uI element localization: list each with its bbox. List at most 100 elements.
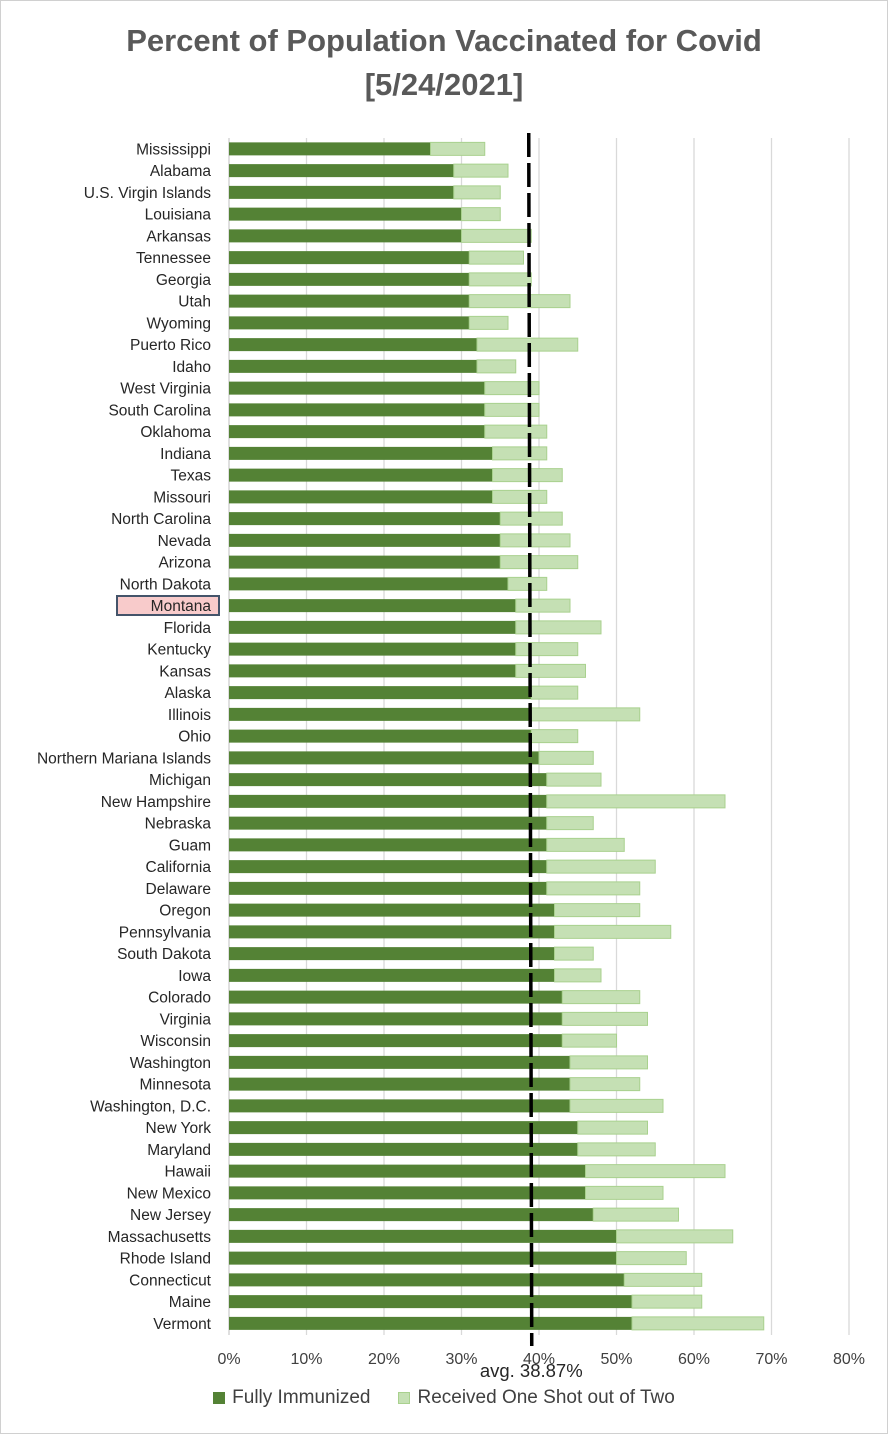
bar-fully-immunized <box>229 686 532 700</box>
bar-fully-immunized <box>229 642 516 656</box>
bar-one-shot <box>430 141 486 156</box>
category-label: Virginia <box>160 1011 212 1028</box>
category-label: North Carolina <box>111 511 211 528</box>
bar-one-shot <box>453 163 509 178</box>
bar-one-shot <box>461 207 501 222</box>
bar-fully-immunized <box>229 1077 570 1091</box>
category-label: Hawaii <box>164 1164 211 1181</box>
bar-one-shot <box>585 1164 726 1179</box>
category-label: Mississippi <box>136 141 211 158</box>
legend-swatch-one-shot <box>398 1392 411 1404</box>
category-label: Minnesota <box>139 1077 211 1094</box>
bar-one-shot <box>530 707 641 722</box>
bar-one-shot <box>623 1272 703 1287</box>
category-label: Pennsylvania <box>119 924 212 941</box>
bar-fully-immunized <box>229 925 555 939</box>
bar-fully-immunized <box>229 990 563 1004</box>
bar-fully-immunized <box>229 1121 578 1135</box>
category-label: South Carolina <box>108 402 211 419</box>
category-label: Alaska <box>164 685 211 702</box>
bar-fully-immunized <box>229 794 547 808</box>
legend-label-one-shot: Received One Shot out of Two <box>417 1387 675 1408</box>
bar-fully-immunized <box>229 773 547 787</box>
category-label: New York <box>146 1120 212 1137</box>
category-label: Alabama <box>150 163 212 180</box>
bar-fully-immunized <box>229 903 555 917</box>
bar-fully-immunized <box>229 881 547 895</box>
category-label: Texas <box>171 468 212 485</box>
bar-fully-immunized <box>229 403 485 417</box>
category-label: Washington, D.C. <box>90 1098 211 1115</box>
bar-fully-immunized <box>229 1229 617 1243</box>
bar-one-shot <box>492 468 563 483</box>
bar-fully-immunized <box>229 968 555 982</box>
category-label: Connecticut <box>129 1272 212 1289</box>
category-label: Idaho <box>172 359 211 376</box>
bar-fully-immunized <box>229 490 493 504</box>
bar-one-shot <box>515 642 579 657</box>
bar-fully-immunized <box>229 1273 625 1287</box>
bar-one-shot <box>530 685 579 700</box>
category-label: Massachusetts <box>108 1229 212 1246</box>
bar-fully-immunized <box>229 272 470 286</box>
category-label: New Hampshire <box>101 794 211 811</box>
bar-one-shot <box>561 990 641 1005</box>
category-label: Northern Mariana Islands <box>37 750 211 767</box>
x-tick-label: 20% <box>368 1351 400 1368</box>
category-label: Rhode Island <box>120 1251 211 1268</box>
bar-one-shot <box>631 1316 765 1331</box>
bar-fully-immunized <box>229 751 539 765</box>
category-label: Nevada <box>158 533 212 550</box>
bar-one-shot <box>515 598 571 613</box>
category-label: Arkansas <box>146 228 211 245</box>
category-label: Kentucky <box>147 642 211 659</box>
category-label: West Virginia <box>120 381 211 398</box>
average-label: avg. 38.87% <box>480 1360 583 1381</box>
bar-one-shot <box>468 250 524 265</box>
category-label: Oklahoma <box>140 424 211 441</box>
highlight-box <box>116 594 220 616</box>
bar-one-shot <box>616 1229 734 1244</box>
category-label: Guam <box>169 837 211 854</box>
bar-one-shot <box>561 1011 648 1026</box>
bar-fully-immunized <box>229 533 501 547</box>
category-label: Vermont <box>153 1316 211 1333</box>
category-label: Maine <box>169 1294 211 1311</box>
chart-title-line2: [5/24/2021] <box>364 67 524 102</box>
category-label: Delaware <box>146 881 211 898</box>
bar-one-shot <box>616 1251 687 1266</box>
category-label: Colorado <box>148 990 211 1007</box>
bar-one-shot <box>569 1055 648 1070</box>
bar-fully-immunized <box>229 707 532 721</box>
bar-one-shot <box>515 620 602 635</box>
bar-one-shot <box>569 1098 664 1113</box>
bar-one-shot <box>554 924 672 939</box>
bar-fully-immunized <box>229 1099 570 1113</box>
category-label: Kansas <box>159 663 211 680</box>
legend-item-one-shot: Received One Shot out of Two <box>398 1387 675 1409</box>
bar-fully-immunized <box>229 947 555 961</box>
bar-one-shot <box>538 750 594 765</box>
category-label: Arizona <box>158 555 211 572</box>
bar-one-shot <box>492 489 548 504</box>
bar-fully-immunized <box>229 599 516 613</box>
average-line <box>526 132 534 1347</box>
bar-fully-immunized <box>229 185 454 199</box>
bar-fully-immunized <box>229 229 462 243</box>
bar-fully-immunized <box>229 359 477 373</box>
bar-fully-immunized <box>229 664 516 678</box>
bar-one-shot <box>554 968 602 983</box>
category-label: Wyoming <box>147 315 211 332</box>
bar-one-shot <box>546 859 656 874</box>
bar-fully-immunized <box>229 1295 632 1309</box>
bar-one-shot <box>476 359 517 374</box>
bar-fully-immunized <box>229 1142 578 1156</box>
category-label: New Jersey <box>130 1207 211 1224</box>
x-tick-label: 80% <box>833 1351 865 1368</box>
bar-one-shot <box>631 1294 703 1309</box>
category-label: Tennessee <box>136 250 211 267</box>
bar-one-shot <box>499 533 571 548</box>
legend-item-full: Fully Immunized <box>213 1387 370 1409</box>
category-label: Puerto Rico <box>130 337 211 354</box>
